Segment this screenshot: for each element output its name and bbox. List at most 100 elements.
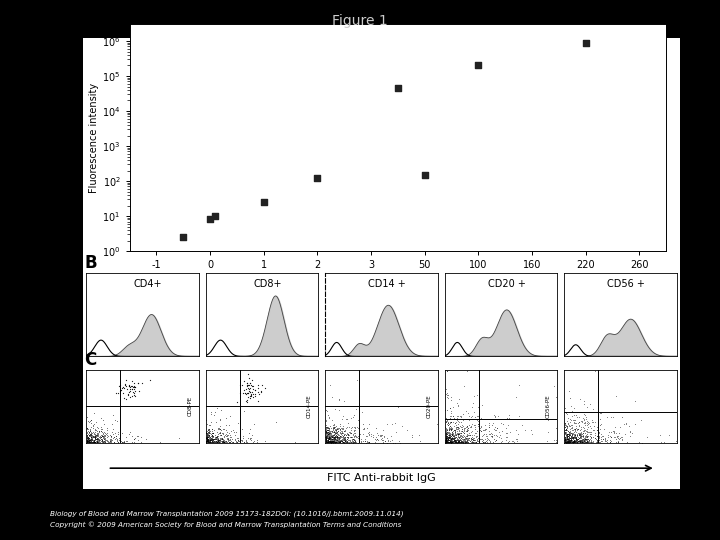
Point bbox=[327, 424, 338, 433]
Point bbox=[570, 434, 581, 443]
Point bbox=[350, 436, 361, 445]
Point bbox=[443, 433, 454, 441]
Point bbox=[210, 434, 221, 443]
Point bbox=[440, 429, 451, 438]
Point bbox=[339, 430, 351, 438]
Point bbox=[575, 431, 587, 440]
Point bbox=[449, 435, 460, 444]
Point bbox=[202, 438, 213, 447]
Point bbox=[440, 435, 451, 443]
Point bbox=[457, 422, 469, 431]
Point bbox=[450, 437, 462, 445]
Point bbox=[446, 437, 457, 445]
Point bbox=[578, 416, 590, 424]
Point bbox=[562, 420, 574, 429]
Point bbox=[462, 437, 473, 445]
Point bbox=[209, 435, 220, 443]
Point bbox=[338, 434, 350, 442]
Point bbox=[328, 423, 339, 431]
Point bbox=[454, 430, 466, 439]
Point bbox=[205, 438, 217, 447]
Point bbox=[560, 438, 572, 447]
Point bbox=[132, 378, 144, 387]
Point bbox=[469, 413, 481, 422]
Point bbox=[567, 426, 579, 434]
Point bbox=[324, 433, 336, 441]
Point bbox=[332, 424, 343, 433]
Point bbox=[564, 387, 575, 395]
Point bbox=[334, 437, 346, 446]
Point bbox=[490, 425, 502, 434]
Point bbox=[326, 435, 338, 443]
Point bbox=[334, 426, 346, 435]
Point bbox=[207, 437, 219, 446]
Point bbox=[392, 84, 403, 92]
Point bbox=[584, 437, 595, 446]
Point bbox=[224, 436, 235, 445]
Point bbox=[204, 436, 216, 444]
Point bbox=[562, 435, 574, 443]
Point bbox=[90, 435, 102, 444]
Point bbox=[441, 435, 453, 444]
Point bbox=[336, 437, 347, 445]
Point bbox=[85, 436, 96, 444]
Point bbox=[576, 436, 588, 445]
Point bbox=[559, 435, 571, 443]
Point bbox=[81, 437, 93, 445]
Point bbox=[566, 416, 577, 425]
Point bbox=[613, 428, 624, 437]
Point bbox=[82, 438, 94, 447]
Point bbox=[359, 424, 370, 433]
Text: CD14-PE: CD14-PE bbox=[307, 395, 312, 418]
Point bbox=[328, 435, 340, 444]
Point bbox=[325, 431, 337, 440]
Point bbox=[441, 429, 453, 438]
Point bbox=[575, 428, 587, 437]
Point bbox=[204, 435, 215, 444]
Point bbox=[453, 436, 464, 444]
Point bbox=[204, 437, 215, 446]
Point bbox=[334, 420, 346, 428]
Point bbox=[91, 434, 103, 443]
Point bbox=[592, 426, 603, 435]
Point bbox=[255, 387, 266, 395]
Point bbox=[105, 432, 117, 441]
Point bbox=[329, 434, 341, 443]
Point bbox=[464, 436, 475, 444]
Point bbox=[84, 432, 96, 441]
Point bbox=[604, 431, 616, 440]
Point bbox=[210, 433, 222, 441]
Point bbox=[453, 438, 464, 447]
Point bbox=[407, 433, 418, 442]
Point bbox=[440, 425, 451, 434]
Point bbox=[82, 435, 94, 443]
Point bbox=[463, 434, 474, 442]
Point bbox=[567, 435, 579, 444]
Point bbox=[215, 436, 226, 445]
Point bbox=[573, 437, 585, 446]
Point bbox=[203, 435, 215, 443]
Point bbox=[89, 409, 100, 417]
Point bbox=[585, 430, 596, 438]
Point bbox=[560, 436, 572, 445]
Point bbox=[575, 428, 587, 437]
Point bbox=[217, 436, 229, 445]
Point bbox=[108, 433, 120, 441]
Point bbox=[598, 432, 609, 441]
Point bbox=[337, 434, 348, 442]
Point bbox=[572, 426, 583, 434]
Point bbox=[323, 430, 335, 438]
Point bbox=[336, 436, 347, 445]
Point bbox=[91, 438, 103, 447]
Point bbox=[446, 438, 458, 447]
Point bbox=[320, 433, 332, 442]
Point bbox=[84, 426, 95, 434]
Point bbox=[363, 438, 374, 447]
Point bbox=[575, 432, 587, 441]
Point bbox=[86, 436, 98, 444]
Point bbox=[246, 391, 257, 400]
Point bbox=[327, 436, 338, 445]
Point bbox=[446, 434, 458, 442]
Point bbox=[572, 433, 584, 441]
Point bbox=[443, 435, 454, 444]
